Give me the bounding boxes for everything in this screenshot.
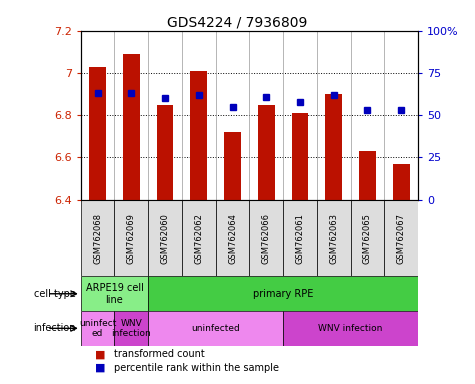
- Bar: [317, 200, 351, 276]
- Text: GSM762061: GSM762061: [295, 213, 304, 263]
- Bar: [114, 200, 148, 276]
- Text: GSM762063: GSM762063: [329, 213, 338, 263]
- Text: primary RPE: primary RPE: [253, 289, 314, 299]
- Text: GSM762067: GSM762067: [397, 213, 406, 263]
- Bar: [148, 311, 283, 346]
- Bar: [258, 105, 275, 200]
- Text: GSM762064: GSM762064: [228, 213, 237, 263]
- Text: WNV infection: WNV infection: [318, 324, 383, 333]
- Text: infection: infection: [34, 323, 76, 333]
- Bar: [292, 113, 308, 200]
- Text: GSM762068: GSM762068: [93, 213, 102, 263]
- Text: GDS4224 / 7936809: GDS4224 / 7936809: [167, 15, 308, 29]
- Text: GSM762066: GSM762066: [262, 213, 271, 263]
- Bar: [89, 67, 106, 200]
- Bar: [190, 71, 207, 200]
- Text: cell type: cell type: [34, 289, 76, 299]
- Text: WNV
infection: WNV infection: [112, 319, 151, 338]
- Bar: [148, 200, 182, 276]
- Bar: [224, 132, 241, 200]
- Text: GSM762065: GSM762065: [363, 213, 372, 263]
- Bar: [81, 200, 114, 276]
- Bar: [148, 276, 418, 311]
- Bar: [283, 200, 317, 276]
- Bar: [182, 200, 216, 276]
- Bar: [81, 276, 148, 311]
- Bar: [123, 54, 140, 200]
- Text: ■: ■: [95, 349, 105, 359]
- Text: GSM762062: GSM762062: [194, 213, 203, 263]
- Text: uninfected: uninfected: [191, 324, 240, 333]
- Text: GSM762060: GSM762060: [161, 213, 170, 263]
- Text: ARPE19 cell
line: ARPE19 cell line: [86, 283, 143, 305]
- Text: GSM762069: GSM762069: [127, 213, 136, 263]
- Bar: [359, 151, 376, 200]
- Text: transformed count: transformed count: [114, 349, 205, 359]
- Text: percentile rank within the sample: percentile rank within the sample: [114, 363, 279, 373]
- Bar: [249, 200, 283, 276]
- Bar: [283, 311, 418, 346]
- Text: uninfect
ed: uninfect ed: [79, 319, 116, 338]
- Bar: [157, 105, 173, 200]
- Text: ■: ■: [95, 363, 105, 373]
- Bar: [384, 200, 418, 276]
- Bar: [325, 94, 342, 200]
- Bar: [351, 200, 384, 276]
- Bar: [393, 164, 409, 200]
- Bar: [81, 311, 114, 346]
- Bar: [114, 311, 148, 346]
- Bar: [216, 200, 249, 276]
